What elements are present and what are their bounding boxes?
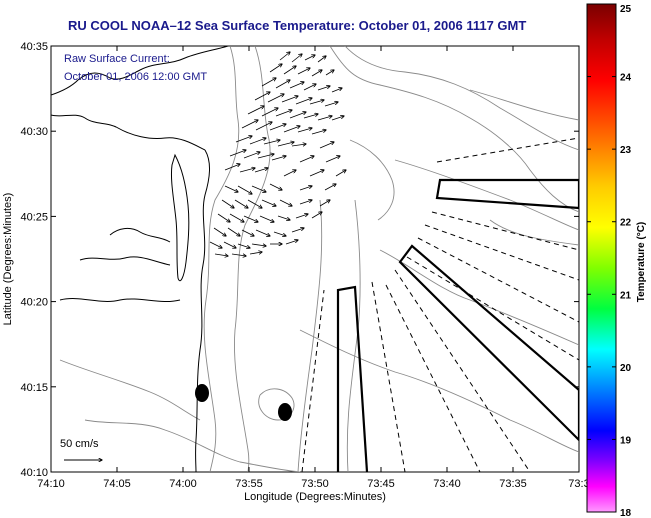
y-tick-label: 40:30 [20,126,48,138]
y-tick-label: 40:20 [20,297,48,309]
x-axis-ticks: 74:10 74:05 74:00 73:55 73:50 73:45 73:40 73:35… [37,46,590,490]
colorbar-tick-label: 23 [620,145,632,156]
y-axis-label: Latitude (Degrees:Minutes) [2,193,14,326]
y-tick-label: 40:35 [20,41,48,53]
x-tick-label: 73:40 [433,478,461,490]
temperature-colorbar [586,3,617,513]
station-marker [195,384,209,402]
plot-area [50,45,580,473]
station-marker [278,403,292,421]
current-label: Raw Surface Current: [64,53,170,65]
y-tick-label: 40:25 [20,211,48,223]
surface-current-vectors [209,52,346,256]
x-tick-label: 73:45 [367,478,395,490]
x-tick-label: 74:10 [37,478,65,490]
x-tick-label: 73:50 [301,478,329,490]
map-layers [51,46,579,472]
colorbar-ticks: 25 24 23 22 21 20 19 18 [587,3,632,518]
x-tick-label: 74:05 [103,478,131,490]
y-tick-label: 40:10 [20,467,48,479]
x-tick-label: 74:00 [169,478,197,490]
transect-lines [301,137,579,472]
colorbar-tick-label: 19 [620,435,632,446]
x-tick-label: 73:3 [568,478,589,490]
colorbar-tick-label: 18 [620,508,632,518]
colorbar-tick-label: 24 [620,73,632,84]
x-tick-label: 73:35 [499,478,527,490]
x-tick-label: 73:55 [235,478,263,490]
y-tick-label: 40:15 [20,382,48,394]
current-timestamp: October 01, 2006 12:00 GMT [64,71,207,83]
scale-label: 50 cm/s [60,438,99,450]
x-axis-label: Longitude (Degrees:Minutes) [244,491,386,503]
figure-title: RU COOL NOAA–12 Sea Surface Temperature:… [68,18,526,33]
colorbar-label: Temperature (°C) [636,222,647,303]
colorbar-tick-label: 20 [620,363,632,374]
colorbar-tick-label: 21 [620,290,632,301]
coastline [51,46,229,472]
colorbar-tick-label: 22 [620,218,632,229]
y-axis-ticks: 40:35 40:30 40:25 40:20 40:15 40:10 [20,41,579,479]
colorbar-tick-label: 25 [620,4,632,15]
